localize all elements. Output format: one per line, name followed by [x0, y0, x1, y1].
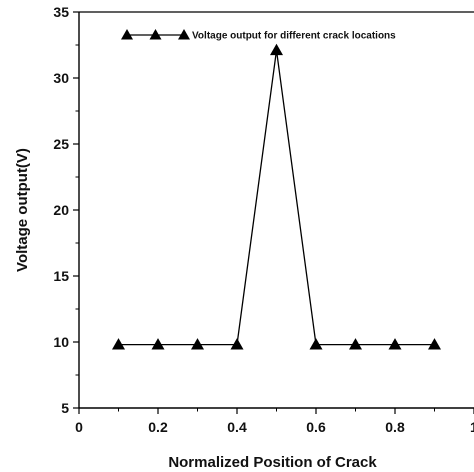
data-point-marker — [191, 338, 204, 350]
x-tick-label: 0.2 — [148, 419, 168, 435]
x-axis-ticks: 0 0.2 0.4 0.6 0.8 1 — [75, 408, 474, 435]
legend-label: Voltage output for different crack locat… — [192, 31, 396, 42]
y-tick-label: 25 — [53, 136, 69, 152]
y-tick-label: 10 — [53, 334, 69, 350]
legend-marker — [149, 29, 162, 40]
y-tick-label: 5 — [61, 400, 69, 416]
data-point-marker — [388, 338, 402, 350]
data-point-marker — [270, 43, 283, 56]
x-tick-label: 0.8 — [385, 419, 405, 435]
series-layer — [112, 43, 441, 350]
legend-marker — [178, 29, 190, 40]
data-point-marker — [112, 338, 125, 350]
y-axis-ticks: 5 10 15 20 25 30 35 — [53, 4, 79, 416]
x-tick-label: 0.6 — [306, 419, 326, 435]
y-tick-label: 15 — [53, 268, 69, 284]
data-point-marker — [151, 338, 165, 350]
y-tick-label: 35 — [53, 4, 69, 20]
plot-frame — [78, 11, 474, 409]
legend-marker — [121, 29, 133, 40]
legend: Voltage output for different crack locat… — [121, 29, 396, 42]
y-axis-title: Voltage output(V) — [14, 148, 31, 272]
x-tick-label: 1 — [470, 419, 474, 435]
data-point-marker — [230, 338, 244, 350]
x-tick-label: 0 — [75, 419, 83, 435]
y-tick-label: 30 — [53, 70, 69, 86]
y-tick-label: 20 — [53, 202, 69, 218]
data-point-marker — [309, 338, 323, 350]
x-tick-label: 0.4 — [227, 419, 247, 435]
series-line — [118, 50, 435, 346]
x-axis-title: Normalized Position of Crack — [168, 454, 377, 471]
data-point-marker — [428, 338, 441, 350]
data-point-marker — [349, 338, 362, 350]
